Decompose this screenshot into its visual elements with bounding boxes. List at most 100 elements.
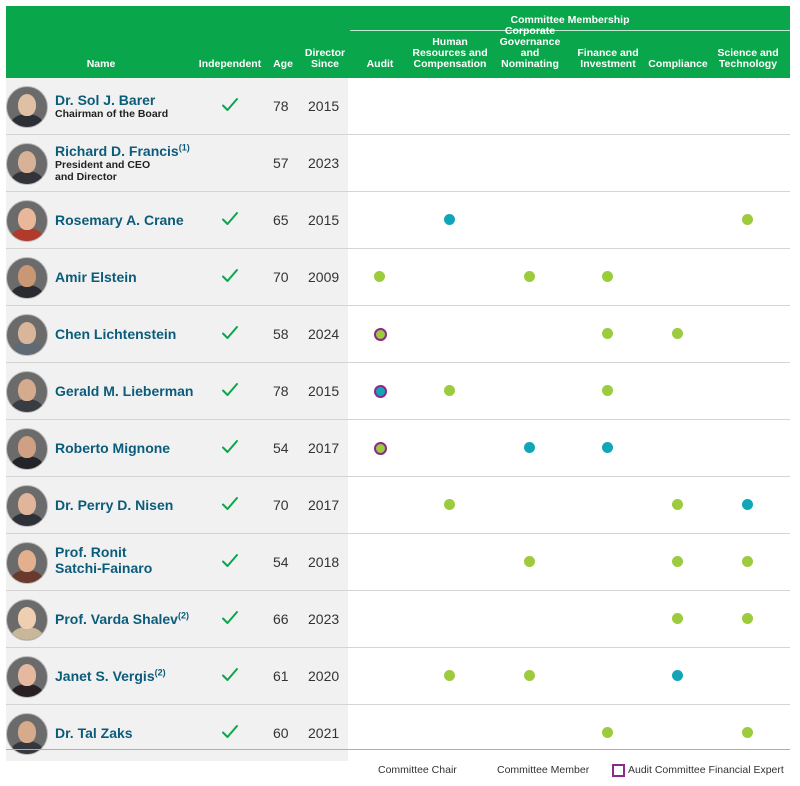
director-rows: Dr. Sol J. Barer Chairman of the Board 78 2…: [6, 78, 790, 761]
table-header: Committee Membership Name Independent Ag…: [6, 6, 790, 78]
committee-member-dot: [672, 556, 683, 567]
director-since: 2023: [308, 611, 340, 627]
independent-column-header: Independent: [198, 58, 262, 70]
director-name: Prof. Ronit Satchi-Fainaro: [55, 544, 152, 576]
footnote-marker: (2): [154, 667, 166, 678]
table-row: Richard D. Francis(1) President and CEO an…: [6, 135, 790, 192]
committee-header-line: Compliance: [648, 58, 708, 70]
director-since: 2009: [308, 269, 340, 285]
committee-header-line: Investment: [580, 58, 636, 70]
committee-header-line: Nominating: [501, 58, 559, 70]
independent-check-icon: [220, 494, 240, 514]
committee-header-line: Resources and: [412, 47, 488, 59]
independent-check-icon: [220, 437, 240, 457]
name-column-background: [6, 705, 348, 761]
director-since: 2020: [308, 668, 340, 684]
committee-column-header: Corporate Governance and Nominating: [489, 26, 571, 70]
director-age: 54: [273, 554, 289, 570]
table-row: Rosemary A. Crane 65 2015: [6, 192, 790, 249]
photo-shoulders: [11, 627, 43, 640]
table-bottom-rule: [6, 749, 790, 750]
independent-check-icon: [220, 266, 240, 286]
director-photo: [6, 143, 48, 185]
director-name: Chen Lichtenstein: [55, 326, 176, 342]
name-column-background: [6, 192, 348, 248]
name-column-background: [6, 135, 348, 191]
director-name-text: Prof. Varda Shalev: [55, 611, 178, 627]
director-name: Prof. Varda Shalev(2): [55, 611, 189, 627]
director-age: 70: [273, 497, 289, 513]
director-photo: [6, 656, 48, 698]
legend-chair-label: Committee Chair: [378, 764, 457, 776]
name-column-background: [6, 306, 348, 362]
director-title: and Director: [55, 171, 117, 183]
name-column-background: [6, 534, 348, 590]
director-since: 2021: [308, 725, 340, 741]
committee-member-dot: [602, 271, 613, 282]
photo-shoulders: [11, 570, 43, 583]
committee-member-dot: [602, 727, 613, 738]
committee-member-dot: [444, 670, 455, 681]
director-age: 78: [273, 98, 289, 114]
director-title: Chairman of the Board: [55, 108, 169, 120]
director-name: Dr. Perry D. Nisen: [55, 497, 173, 513]
committee-member-dot: [672, 328, 683, 339]
independent-check-icon: [220, 209, 240, 229]
director-since-column-header: Director Since: [300, 48, 350, 70]
photo-shoulders: [11, 171, 43, 184]
independent-check-icon: [220, 722, 240, 742]
name-column-background: [6, 363, 348, 419]
director-age: 78: [273, 383, 289, 399]
director-title: President and CEO: [55, 159, 151, 171]
committee-member-dot: [742, 727, 753, 738]
director-name-text: Richard D. Francis: [55, 143, 179, 159]
independent-check-icon: [220, 665, 240, 685]
committee-member-dot: [524, 556, 535, 567]
committee-header-line: Finance and: [577, 47, 639, 59]
committee-member-dot: [524, 271, 535, 282]
table-row: Dr. Perry D. Nisen 70 2017: [6, 477, 790, 534]
director-since: 2015: [308, 212, 340, 228]
committee-header-line: Corporate: [504, 25, 556, 37]
photo-face: [18, 379, 36, 401]
committee-header-line: Science and: [717, 47, 779, 59]
photo-shoulders: [11, 684, 43, 697]
name-column-background: [6, 249, 348, 305]
director-name-text: Rosemary A. Crane: [55, 212, 184, 228]
photo-face: [18, 322, 36, 344]
legend-member-label: Committee Member: [497, 764, 590, 776]
director-since: 2015: [308, 383, 340, 399]
name-column-background: [6, 78, 348, 134]
name-column-background: [6, 591, 348, 647]
photo-face: [18, 493, 36, 515]
committee-column-header: Science and Technology: [713, 48, 783, 70]
table-row: Amir Elstein 70 2009: [6, 249, 790, 306]
independent-check-icon: [220, 380, 240, 400]
director-name: Amir Elstein: [55, 269, 137, 285]
director-photo: [6, 485, 48, 527]
director-since: 2024: [308, 326, 340, 342]
photo-shoulders: [11, 342, 43, 355]
director-name-text: Dr. Perry D. Nisen: [55, 497, 174, 513]
director-name-text: Roberto Mignone: [55, 440, 171, 456]
name-column-background: [6, 477, 348, 533]
director-age: 60: [273, 725, 289, 741]
photo-shoulders: [11, 399, 43, 412]
director-name-text: Gerald M. Lieberman: [55, 383, 194, 399]
photo-shoulders: [11, 228, 43, 241]
photo-face: [18, 151, 36, 173]
director-name-text: Prof. Ronit: [55, 544, 127, 560]
director-photo: [6, 314, 48, 356]
photo-shoulders: [11, 285, 43, 298]
independent-check-icon: [220, 323, 240, 343]
director-age: 66: [273, 611, 289, 627]
name-column-background: [6, 420, 348, 476]
table-row: Prof. Ronit Satchi-Fainaro 54 2018: [6, 534, 790, 591]
committee-member-dot: [524, 670, 535, 681]
committee-column-header: Compliance: [645, 59, 711, 70]
photo-face: [18, 664, 36, 686]
director-age: 58: [273, 326, 289, 342]
director-age: 54: [273, 440, 289, 456]
photo-face: [18, 94, 36, 116]
committee-member-dot: [742, 214, 753, 225]
